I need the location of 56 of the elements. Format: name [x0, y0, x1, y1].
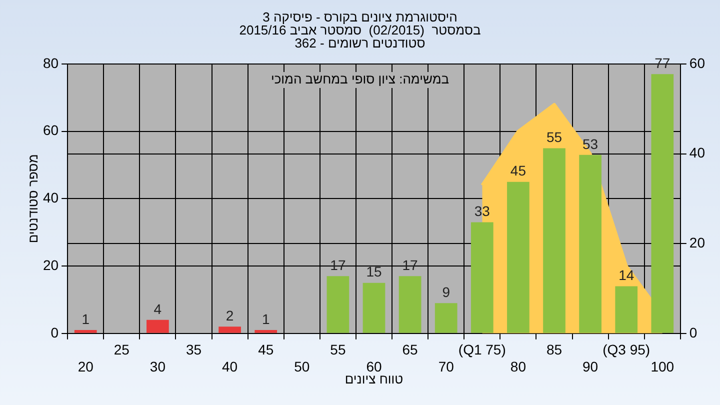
- x-tick-label: 80: [510, 358, 526, 374]
- chart-subtitle: בסמסטר (02/2015) סמסטר אביב 2015/16 סטודנטים רשומים - 362: [239, 22, 481, 51]
- x-tick-label: 65: [402, 342, 418, 358]
- x-tick-label: 30: [150, 358, 166, 374]
- data-label: 14: [618, 267, 634, 284]
- bar: [218, 326, 241, 333]
- bar: [74, 330, 97, 333]
- bar: [254, 330, 278, 333]
- data-label: 15: [366, 264, 382, 280]
- x-tick-label: (Q3 95): [602, 342, 650, 358]
- x-tick-label: 100: [650, 358, 674, 374]
- data-label: 45: [510, 162, 526, 179]
- y2-tick-label: 0: [689, 324, 698, 340]
- x-axis-title: טווח ציונים: [344, 372, 404, 387]
- x-tick-label: 60: [366, 358, 382, 374]
- bar: [615, 286, 638, 333]
- bar: [507, 182, 530, 333]
- chart-title: היסטוגרמת ציונים בקורס - פיסיקה 3: [262, 10, 458, 25]
- data-label: 1: [262, 310, 270, 327]
- bar: [398, 276, 422, 333]
- y-tick-label: 80: [42, 54, 59, 71]
- data-label: 2: [226, 308, 234, 324]
- bar: [651, 74, 674, 333]
- y-axis-title: מספר סטודנטים: [26, 154, 41, 244]
- y2-tick-label: 20: [689, 234, 706, 250]
- data-label: 53: [582, 136, 598, 152]
- x-tick-label: 50: [294, 358, 310, 374]
- data-label: 9: [442, 284, 450, 300]
- x-tick-label: 70: [438, 358, 454, 374]
- x-tick-label: 90: [582, 358, 598, 374]
- bar: [579, 154, 602, 333]
- bar: [543, 148, 566, 333]
- bar: [362, 282, 386, 333]
- y-tick-label: 20: [42, 256, 59, 273]
- x-tick-label: 25: [114, 342, 130, 358]
- data-label: 33: [474, 203, 490, 220]
- y-tick-label: 0: [50, 324, 59, 340]
- y2-tick-label: 60: [689, 54, 706, 71]
- bar: [434, 303, 458, 333]
- x-tick-label: 55: [330, 342, 346, 358]
- y-tick-label: 60: [42, 122, 59, 138]
- bar: [326, 276, 350, 333]
- x-tick-label: (Q1 75): [458, 342, 506, 358]
- x-tick-label: 85: [546, 342, 562, 358]
- bar: [470, 222, 494, 333]
- data-label: 4: [154, 300, 162, 317]
- y-tick-label: 40: [42, 190, 59, 206]
- annotation: במשימה: ציון סופי במחשב המוכי: [270, 72, 450, 87]
- x-tick-label: 35: [186, 342, 202, 358]
- data-label: 55: [546, 129, 562, 146]
- x-tick-label: 40: [222, 358, 238, 374]
- bar: [146, 320, 169, 333]
- x-tick-label: 45: [258, 342, 274, 358]
- x-tick-label: 20: [78, 358, 94, 374]
- data-label: 1: [82, 310, 90, 327]
- y2-tick-label: 40: [689, 144, 706, 161]
